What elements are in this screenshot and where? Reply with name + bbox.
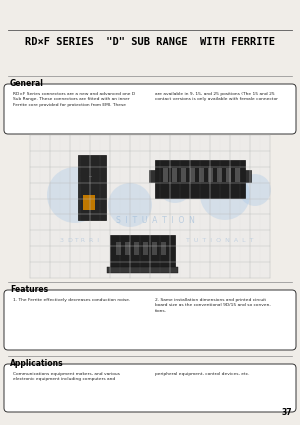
Circle shape: [157, 167, 193, 203]
Text: General: General: [10, 79, 44, 88]
Text: 3  D T R  R  I: 3 D T R R I: [60, 238, 100, 243]
Text: peripheral equipment, control devices, etc.: peripheral equipment, control devices, e…: [155, 372, 250, 376]
Bar: [110, 235, 175, 267]
Bar: [83, 195, 95, 210]
Text: Features: Features: [10, 285, 48, 294]
Text: 2. Same installation dimensions and printed circuit
board size as the convention: 2. Same installation dimensions and prin…: [155, 298, 271, 313]
Text: Communications equipment makers, and various
electronic equipment including comp: Communications equipment makers, and var…: [13, 372, 120, 381]
Circle shape: [108, 183, 152, 227]
Text: T  U  T  I  O  N  A  L  T: T U T I O N A L T: [186, 238, 254, 243]
Bar: [163, 168, 168, 182]
Text: RD×F Series connectors are a new and advanced one D
Sub Range. These connectors : RD×F Series connectors are a new and adv…: [13, 92, 135, 107]
Bar: [134, 242, 139, 255]
Bar: [155, 160, 245, 198]
Bar: [181, 168, 186, 182]
Bar: [226, 168, 231, 182]
Bar: [190, 168, 195, 182]
Text: Applications: Applications: [10, 359, 64, 368]
Bar: [30, 135, 270, 278]
Bar: [208, 168, 213, 182]
Text: S  I  T  U  A  T  I  O  N: S I T U A T I O N: [116, 215, 194, 224]
Text: 1. The Ferrite effectively decreases conduction noise.: 1. The Ferrite effectively decreases con…: [13, 298, 130, 302]
Circle shape: [200, 170, 250, 220]
Bar: [78, 155, 106, 220]
Bar: [107, 267, 178, 273]
Bar: [161, 242, 166, 255]
Bar: [235, 168, 240, 182]
Bar: [172, 168, 177, 182]
FancyBboxPatch shape: [4, 290, 296, 350]
Bar: [116, 242, 121, 255]
Circle shape: [239, 174, 271, 206]
FancyBboxPatch shape: [4, 84, 296, 134]
Bar: [217, 168, 222, 182]
Text: 37: 37: [281, 408, 292, 417]
Bar: [152, 242, 157, 255]
FancyBboxPatch shape: [4, 364, 296, 412]
Bar: [245, 170, 251, 182]
Circle shape: [47, 167, 103, 223]
Text: are available in 9, 15, and 25 positions (The 15 and 25
contact versions is only: are available in 9, 15, and 25 positions…: [155, 92, 278, 107]
Text: I: I: [90, 174, 94, 176]
Bar: [125, 242, 130, 255]
Text: RD×F SERIES  "D" SUB RANGE  WITH FERRITE: RD×F SERIES "D" SUB RANGE WITH FERRITE: [25, 37, 275, 47]
Bar: [143, 242, 148, 255]
Bar: [199, 168, 204, 182]
Bar: [149, 170, 155, 182]
